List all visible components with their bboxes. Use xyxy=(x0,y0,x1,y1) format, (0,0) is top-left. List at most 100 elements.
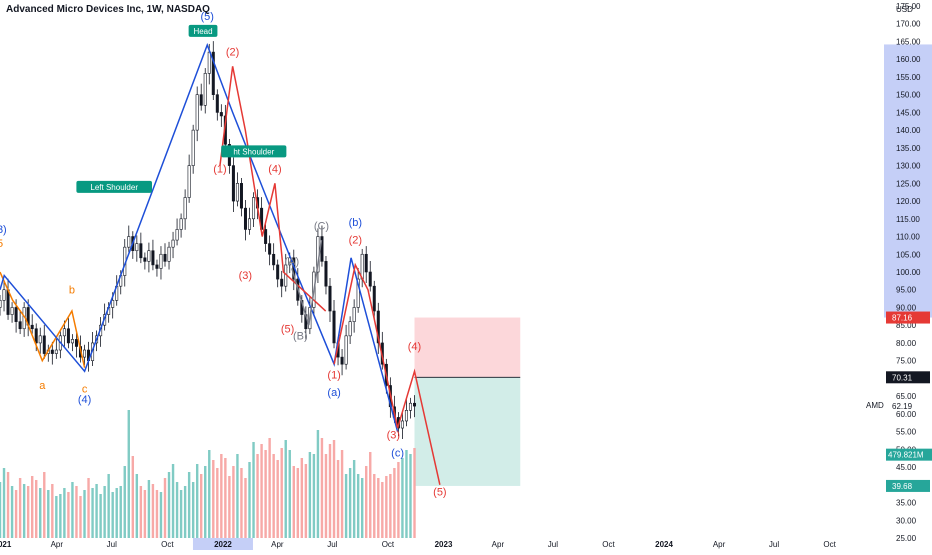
volume-bar xyxy=(208,450,211,538)
x-tick-label: Jul xyxy=(769,540,779,549)
wave-label: (3) xyxy=(239,270,252,282)
pattern-tag: Left Shoulder xyxy=(90,183,138,192)
currency-label: USD xyxy=(896,5,913,14)
wave-label: (c) xyxy=(391,447,404,459)
pattern-tag-bg xyxy=(188,24,218,37)
candle-body xyxy=(400,420,404,429)
volume-bar xyxy=(183,486,187,538)
volume-bar xyxy=(381,482,384,538)
candle-body xyxy=(372,285,376,312)
candle-body xyxy=(111,300,115,308)
wave-line-red-wave[interactable] xyxy=(219,66,327,312)
y-tick-label: 115.00 xyxy=(896,215,920,224)
y-tick-label: 150.00 xyxy=(896,91,921,100)
stop-loss-zone[interactable] xyxy=(414,317,521,378)
candle-body xyxy=(207,51,211,74)
candle-body xyxy=(179,218,183,230)
volume-bar xyxy=(111,492,114,538)
candle-body xyxy=(175,229,179,241)
volume-bar xyxy=(336,460,340,538)
volume-bar xyxy=(171,464,175,538)
candle-body xyxy=(0,300,2,308)
volume-bar xyxy=(369,452,372,538)
candle-body xyxy=(356,278,360,308)
volume-bar xyxy=(240,468,243,538)
price-badge-text: 39.68 xyxy=(892,482,913,491)
wave-label: (b) xyxy=(349,217,362,229)
volume-bar xyxy=(95,484,98,538)
wave-label: (1) xyxy=(327,369,340,381)
volume-bar xyxy=(328,444,332,538)
volume-bar xyxy=(332,440,336,538)
volume-bar xyxy=(308,452,312,538)
wave-label: (4) xyxy=(78,394,91,406)
volume-bar xyxy=(175,482,179,538)
y-tick-label: 140.00 xyxy=(896,126,921,135)
candle-body xyxy=(139,243,143,259)
volume-bar xyxy=(256,454,259,538)
candle-body xyxy=(167,246,171,262)
volume-bar xyxy=(195,464,199,538)
volume-bar xyxy=(224,458,227,538)
wave-label: (a) xyxy=(327,387,340,399)
wave-label: (4) xyxy=(268,164,281,176)
candle-body xyxy=(155,264,159,269)
candle-body xyxy=(276,264,280,280)
take-profit-zone[interactable] xyxy=(414,377,521,486)
candle-body xyxy=(348,321,352,337)
volume-bar xyxy=(135,474,139,538)
x-tick-label: Oct xyxy=(602,540,615,549)
x-tick-label: 2021 xyxy=(0,540,12,549)
volume-bar xyxy=(216,468,219,538)
price-axis[interactable]: 25.0030.0035.0040.0045.0050.0055.0060.00… xyxy=(886,2,932,543)
y-tick-label: 155.00 xyxy=(896,73,921,82)
wave-line-gray-abc[interactable] xyxy=(291,239,323,326)
volume-bar xyxy=(87,478,90,538)
volume-bar xyxy=(244,478,247,538)
volume-bar xyxy=(51,484,54,538)
candle-body xyxy=(187,165,191,198)
y-tick-label: 125.00 xyxy=(896,179,921,188)
y-tick-label: 160.00 xyxy=(896,55,921,64)
x-tick-label: Apr xyxy=(271,540,284,549)
x-highlight xyxy=(192,538,253,550)
candle-body xyxy=(268,243,272,255)
candle-body xyxy=(38,335,42,344)
y-tick-label: 135.00 xyxy=(896,144,921,153)
y-tick-label: 60.00 xyxy=(896,410,917,419)
candle-body xyxy=(264,229,268,244)
candle-body xyxy=(50,349,54,354)
candle-body xyxy=(34,328,38,344)
volume-bar xyxy=(107,474,110,538)
y-tick-label: 90.00 xyxy=(896,303,917,312)
price-badge-text: 87.16 xyxy=(892,314,913,323)
wave-line-orange-abc[interactable] xyxy=(0,271,86,368)
y-tick-label: 30.00 xyxy=(896,516,917,525)
wave-line-red-wave-2[interactable] xyxy=(333,262,441,485)
x-tick-label: Apr xyxy=(713,540,726,549)
candle-body xyxy=(352,307,356,322)
symbol-label: AMD xyxy=(866,401,884,410)
wave-line-blue-impulse[interactable] xyxy=(0,42,399,432)
volume-bar xyxy=(143,490,147,538)
volume-bar xyxy=(131,456,135,538)
candle-body xyxy=(252,197,256,220)
volume-bar xyxy=(14,490,18,538)
y-tick-label: 85.00 xyxy=(896,321,917,330)
wave-label: (3) xyxy=(0,224,7,236)
price-badge-text: 70.31 xyxy=(892,373,913,382)
volume-bar xyxy=(356,474,360,538)
volume-bar xyxy=(397,462,400,538)
wave-label: (2) xyxy=(226,47,239,59)
volume-bar xyxy=(43,472,46,538)
volume-bar xyxy=(204,466,207,538)
candle-body xyxy=(83,349,87,358)
candle-body xyxy=(127,236,131,248)
x-tick-label: Oct xyxy=(823,540,836,549)
volume-bar xyxy=(0,482,2,538)
time-axis[interactable]: 2021 Apr Jul Oct 2022 Apr Jul Oct 2023 Apr Jul Oct 2… xyxy=(0,538,837,550)
price-scale-highlight xyxy=(884,44,932,318)
volume-bar xyxy=(163,478,167,538)
